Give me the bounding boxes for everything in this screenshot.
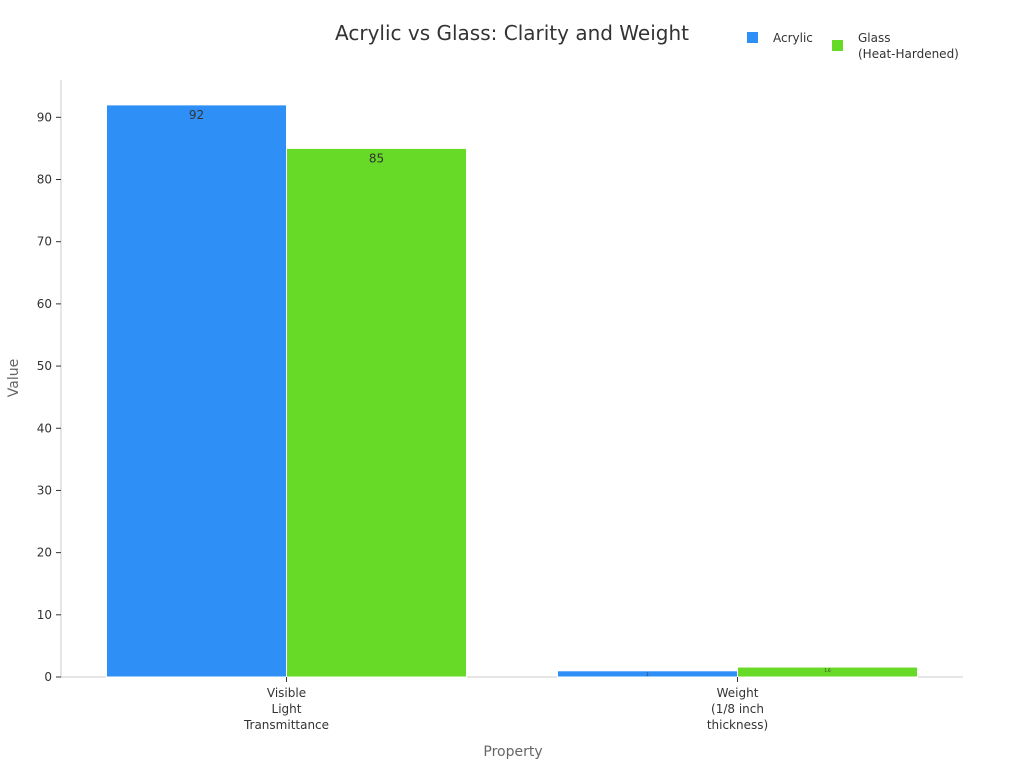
x-tick-label: Weight (1/8 inch thickness) xyxy=(707,686,768,732)
y-tick-label: 50 xyxy=(37,359,52,373)
y-tick-label: 70 xyxy=(37,235,52,249)
legend-label: Glass (Heat-Hardened) xyxy=(858,31,959,61)
bar-data-label: 1.6 xyxy=(824,668,831,673)
y-tick-label: 0 xyxy=(44,670,52,684)
bar-acrylic-0 xyxy=(106,104,287,678)
legend-swatch xyxy=(832,40,843,51)
legend-item-glass: Glass (Heat-Hardened) xyxy=(832,31,959,61)
y-axis-title: Value xyxy=(6,359,22,397)
y-tick-label: 40 xyxy=(37,421,52,435)
bar-data-label: 92 xyxy=(189,108,204,122)
legend-item-acrylic: Acrylic xyxy=(747,31,813,45)
y-tick-label: 60 xyxy=(37,297,52,311)
bar-glass-0 xyxy=(286,147,467,678)
chart-title: Acrylic vs Glass: Clarity and Weight xyxy=(335,21,689,45)
bar-data-label: 85 xyxy=(369,151,384,165)
x-axis-title: Property xyxy=(483,744,542,760)
legend-swatch xyxy=(747,32,758,43)
y-tick-label: 20 xyxy=(37,546,52,560)
y-tick-label: 10 xyxy=(37,608,52,622)
legend-label: Acrylic xyxy=(773,31,813,45)
x-tick-label: Visible Light Transmittance xyxy=(243,686,329,732)
plot-area: 0 10 20 30 40 50 60 70 80 90 92 85 Visible Light Trans… xyxy=(37,80,963,732)
y-tick-label: 80 xyxy=(37,173,52,187)
legend: Acrylic Glass (Heat-Hardened) xyxy=(747,31,959,61)
bar-glass-1 xyxy=(737,666,918,678)
y-tick-label: 90 xyxy=(37,110,52,124)
y-tick-label: 30 xyxy=(37,483,52,497)
bar-data-label: 1 xyxy=(646,672,649,677)
